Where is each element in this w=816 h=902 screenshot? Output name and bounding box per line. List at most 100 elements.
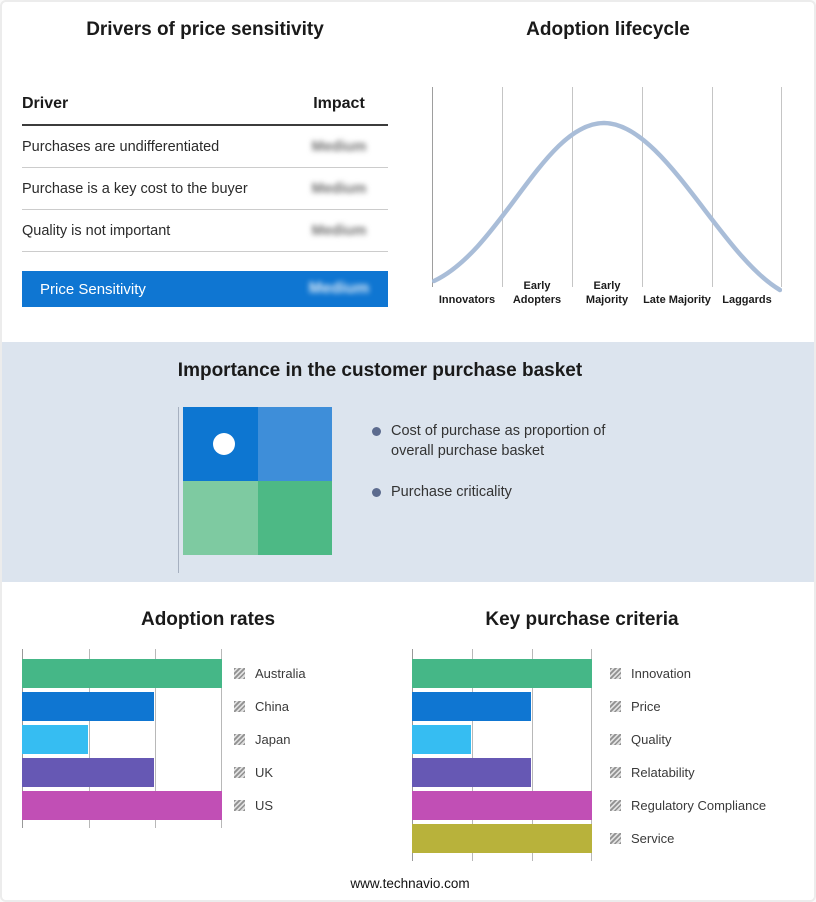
hatched-swatch-icon [234, 767, 245, 778]
legend-item: Regulatory Compliance [610, 789, 766, 822]
hatched-swatch-icon [610, 668, 621, 679]
hatched-swatch-icon [234, 800, 245, 811]
legend-label: Regulatory Compliance [631, 798, 767, 813]
impact-value: Medium [311, 222, 367, 239]
quadrant-cell-top-right [257, 407, 332, 481]
x-gridline [591, 649, 592, 861]
adoption-plot [22, 649, 222, 828]
legend-label: Innovation [631, 666, 691, 681]
table-row: Quality is not important Medium [22, 210, 388, 252]
list-item: Cost of purchase as proportion of overal… [372, 422, 643, 461]
bar [412, 659, 592, 688]
bar [412, 791, 592, 820]
criteria-legend: Innovation Price Quality Relatability Regula… [610, 649, 766, 861]
legend-label: Price [631, 699, 661, 714]
white-dot-icon [213, 433, 235, 455]
y-axis-line [412, 649, 413, 861]
table-row: Purchase is a key cost to the buyer Medi… [22, 168, 388, 210]
hatched-swatch-icon [610, 701, 621, 712]
legend-item: US [234, 789, 306, 822]
bullet-text: Purchase criticality [391, 484, 512, 501]
x-gridline [471, 649, 473, 861]
bar [22, 659, 222, 688]
stage-gridline [712, 87, 713, 287]
legend-item: Price [610, 690, 766, 723]
driver-label: Purchases are undifferentiated [22, 138, 220, 155]
bar [22, 692, 154, 721]
bullet-icon [372, 427, 381, 436]
bar [22, 725, 88, 754]
lifecycle-chart [432, 87, 782, 293]
legend-item: Relatability [610, 756, 766, 789]
y-axis-line [432, 87, 433, 287]
price-sensitivity-label: Price Sensitivity [40, 280, 146, 298]
column-impact: Impact [313, 95, 365, 112]
bar [22, 791, 222, 820]
bar-row-service [412, 822, 592, 855]
drivers-panel-title: Drivers of price sensitivity [86, 19, 324, 40]
legend-item: China [234, 690, 306, 723]
key-purchase-criteria-title: Key purchase criteria [485, 609, 679, 630]
adoption-legend: Australia China Japan UK US [234, 649, 306, 828]
stage-gridline [572, 87, 573, 287]
x-gridline [532, 649, 533, 861]
bar [22, 758, 154, 787]
drivers-table: Driver Impact Purchases are undifferenti… [22, 95, 388, 307]
hatched-swatch-icon [610, 734, 621, 745]
bar [412, 824, 592, 853]
purchase-basket-quadrant [183, 407, 332, 555]
legend-label: Relatability [631, 765, 695, 780]
quadrant-axis-line [178, 407, 179, 573]
basket-title: Importance in the customer purchase bask… [177, 360, 583, 381]
driver-label: Quality is not important [22, 222, 171, 239]
x-gridline [88, 649, 90, 828]
bar [412, 692, 531, 721]
quadrant-cell-top-left [183, 407, 258, 481]
x-gridline [155, 649, 157, 828]
bar-row-australia [22, 657, 222, 690]
price-sensitivity-value: Medium [308, 280, 370, 297]
bar-row-price [412, 690, 592, 723]
bullet-text: Cost of purchase as proportion of overal… [391, 423, 606, 459]
key-purchase-criteria-chart: Innovation Price Quality Relatability Regula… [412, 649, 766, 861]
bullet-icon [372, 488, 381, 498]
bar-row-innovation [412, 657, 592, 690]
bar-row-japan [22, 723, 222, 756]
stage-gridline [502, 87, 503, 287]
bell-curve [432, 120, 782, 293]
driver-label: Purchase is a key cost to the buyer [22, 180, 248, 197]
legend-item: Innovation [610, 657, 766, 690]
hatched-swatch-icon [610, 800, 621, 811]
bar-row-china [22, 690, 222, 723]
hatched-swatch-icon [610, 767, 621, 778]
lifecycle-panel: Adoption lifecycle Innovators Early Adop… [432, 2, 784, 322]
impact-value: Medium [311, 138, 367, 155]
drivers-panel: Drivers of price sensitivity Driver Impa… [22, 2, 388, 307]
x-gridline [221, 649, 222, 828]
bar-row-regulatory-compliance [412, 789, 592, 822]
legend-label: China [255, 699, 289, 714]
footer-url: www.technavio.com [350, 876, 470, 891]
legend-item: Japan [234, 723, 306, 756]
lifecycle-title: Adoption lifecycle [526, 19, 690, 40]
hatched-swatch-icon [234, 701, 245, 712]
basket-panel: Importance in the customer purchase bask… [2, 342, 814, 582]
stage-label: Innovators [438, 293, 496, 306]
legend-item: UK [234, 756, 306, 789]
legend-item: Quality [610, 723, 766, 756]
stage-label: Early Adopters [512, 280, 562, 306]
lifecycle-stage-labels: Innovators Early Adopters Early Majority… [432, 280, 782, 308]
stage-label: Laggards [722, 293, 772, 306]
stage-label: Late Majority [643, 293, 711, 306]
list-item: Purchase criticality [372, 483, 643, 503]
price-sensitivity-bar: Price Sensitivity Medium [22, 271, 388, 307]
bar [412, 758, 531, 787]
bar-row-us [22, 789, 222, 822]
adoption-rates-chart: Australia China Japan UK US [22, 649, 306, 828]
column-driver: Driver [22, 95, 69, 112]
legend-label: Australia [255, 666, 306, 681]
legend-label: US [255, 798, 274, 813]
impact-value: Medium [311, 180, 367, 197]
adoption-rates-title: Adoption rates [140, 609, 276, 630]
table-row: Purchases are undifferentiated Medium [22, 126, 388, 168]
